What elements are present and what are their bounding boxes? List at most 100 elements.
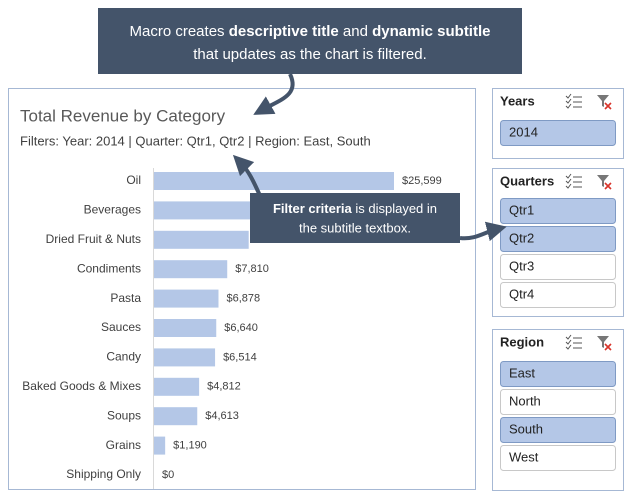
callout-text: the subtitle textbox. <box>299 220 411 235</box>
category-label: Beverages <box>84 203 141 217</box>
slicer-title: Quarters <box>500 173 554 188</box>
callout-text: Macro creates descriptive title and dyna… <box>130 23 491 40</box>
multi-select-icon[interactable] <box>565 93 582 109</box>
slicer-item-box[interactable] <box>500 389 616 415</box>
middle-callout <box>250 193 460 243</box>
chart-title: Total Revenue by Category <box>20 106 226 125</box>
icon-x <box>604 102 612 110</box>
slicer-item-label[interactable]: Qtr1 <box>509 202 534 217</box>
slicers: Years 2014 Quarters Qtr1 Qtr2 Qtr3 Qtr4 Region E… <box>492 88 624 491</box>
data-label: $7,810 <box>235 263 269 275</box>
slicer-item[interactable]: West <box>500 445 616 471</box>
icon-stroke <box>565 339 572 345</box>
icon-stroke <box>565 103 572 109</box>
callout-text: is displayed in <box>352 201 437 216</box>
callout-text: dynamic subtitle <box>372 23 490 40</box>
icon-x <box>604 182 612 190</box>
slicer-item-box[interactable] <box>500 198 616 224</box>
callout-text: Macro creates <box>130 23 229 40</box>
icon-stroke <box>565 173 572 179</box>
chart-subtitle: Filters: Year: 2014 | Quarter: Qtr1, Qtr… <box>20 133 371 148</box>
icon-funnel <box>597 175 609 187</box>
slicer-item-label[interactable]: North <box>509 393 541 408</box>
slicer-item[interactable]: Qtr1 <box>500 198 616 224</box>
slicer-item[interactable]: Qtr3 <box>500 254 616 280</box>
slicer-item[interactable]: Qtr2 <box>500 226 616 252</box>
slicer-item-label[interactable]: Qtr2 <box>509 230 534 245</box>
slicer-item-box[interactable] <box>500 445 616 471</box>
icon-stroke <box>565 178 572 184</box>
chart-panel <box>8 88 476 490</box>
data-label: $6,514 <box>223 351 257 363</box>
slicer-item-box[interactable] <box>500 417 616 443</box>
category-label: Soups <box>107 408 141 422</box>
slicer-item-box[interactable] <box>500 254 616 280</box>
data-label: $4,812 <box>207 381 241 393</box>
bar <box>154 289 219 308</box>
data-label: $6,640 <box>224 322 258 334</box>
slicer-item[interactable]: 2014 <box>500 120 616 146</box>
slicer-title: Region <box>500 334 544 349</box>
slicer-item[interactable]: South <box>500 417 616 443</box>
callout-text: Filter criteria <box>273 201 353 216</box>
top-callout <box>98 8 522 74</box>
category-label: Sauces <box>101 320 141 334</box>
slicer-item[interactable]: East <box>500 361 616 387</box>
clear-filter-icon[interactable] <box>597 95 612 110</box>
category-label: Condiments <box>77 261 141 275</box>
category-label: Baked Goods & Mixes <box>22 379 141 393</box>
icon-funnel <box>597 95 609 107</box>
data-label: $6,878 <box>226 293 260 305</box>
category-label: Oil <box>126 173 141 187</box>
data-label: $25,599 <box>402 175 442 187</box>
bars: Oil $25,599 Beverages Dried Fruit & Nuts Con… <box>22 172 442 481</box>
callout-arrow <box>459 221 507 242</box>
slicer-item-box[interactable] <box>500 282 616 308</box>
data-label: $4,613 <box>205 410 239 422</box>
bar <box>154 260 228 279</box>
category-label: Dried Fruit & Nuts <box>46 232 141 246</box>
data-label: $1,190 <box>173 440 207 452</box>
slicer-item-label[interactable]: West <box>509 449 539 464</box>
bar <box>154 230 249 249</box>
slicer-item-box[interactable] <box>500 120 616 146</box>
callout-text: that updates as the chart is filtered. <box>193 46 426 63</box>
icon-x <box>604 343 612 351</box>
data-label: $0 <box>162 469 174 481</box>
slicer-item-box[interactable] <box>500 361 616 387</box>
slicer-item[interactable]: North <box>500 389 616 415</box>
slicer-item-label[interactable]: South <box>509 421 543 436</box>
slicer-item-label[interactable]: East <box>509 365 535 380</box>
icon-funnel <box>597 336 609 348</box>
category-label: Grains <box>106 438 141 452</box>
slicer-title: Years <box>500 93 535 108</box>
clear-filter-icon[interactable] <box>597 175 612 190</box>
icon-stroke <box>565 98 572 104</box>
bar <box>154 377 200 396</box>
bar <box>154 172 394 190</box>
bar <box>154 436 166 455</box>
bar <box>154 407 198 426</box>
icon-stroke <box>565 344 572 350</box>
bar <box>154 348 216 367</box>
bar <box>154 319 217 337</box>
callout-text: descriptive title <box>229 23 339 40</box>
category-label: Shipping Only <box>66 467 141 481</box>
callout-arrow <box>253 73 295 115</box>
callout-text: Filter criteria is displayed in <box>273 201 437 216</box>
icon-stroke <box>565 334 572 340</box>
slicer-item-label[interactable]: Qtr4 <box>509 286 534 301</box>
icon-stroke <box>565 93 572 99</box>
slicer-item-label[interactable]: Qtr3 <box>509 258 534 273</box>
category-label: Candy <box>106 350 141 364</box>
clear-filter-icon[interactable] <box>597 336 612 351</box>
category-label: Pasta <box>110 291 141 305</box>
multi-select-icon[interactable] <box>565 334 582 350</box>
multi-select-icon[interactable] <box>565 173 582 189</box>
slicer-item-label[interactable]: 2014 <box>509 124 538 139</box>
slicer-item[interactable]: Qtr4 <box>500 282 616 308</box>
icon-stroke <box>565 183 572 189</box>
